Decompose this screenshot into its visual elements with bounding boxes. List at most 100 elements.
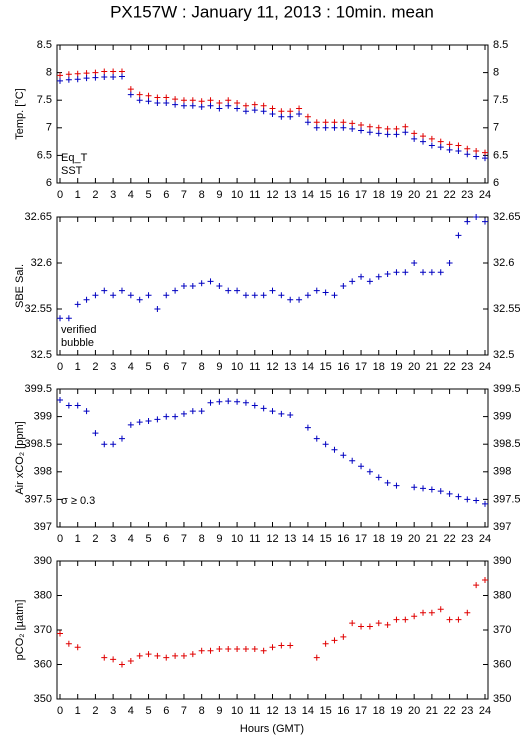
data-point: [287, 296, 294, 303]
data-point: [464, 218, 471, 225]
data-point: [455, 142, 462, 149]
x-tick-label: 15: [320, 361, 332, 373]
chart-title: PX157W : January 11, 2013 : 10min. mean: [110, 2, 434, 21]
x-tick-label: 24: [479, 361, 491, 373]
y-tick-label: 32.65: [493, 211, 521, 223]
data-point: [420, 138, 427, 145]
x-tick-label: 20: [408, 361, 420, 373]
y-tick-label: 350: [34, 693, 52, 705]
x-tick-label: 16: [337, 533, 349, 545]
data-point: [216, 105, 223, 112]
x-tick-label: 14: [302, 533, 314, 545]
data-point: [207, 97, 214, 104]
x-tick-label: 22: [443, 533, 455, 545]
x-tick-label: 14: [302, 189, 314, 201]
data-point: [402, 123, 409, 130]
data-point: [349, 457, 356, 464]
data-point: [189, 283, 196, 289]
x-tick-label: 13: [284, 189, 296, 201]
y-tick-label: 390: [493, 555, 511, 567]
data-point: [393, 482, 400, 489]
data-point: [234, 105, 241, 112]
data-point: [269, 644, 276, 651]
data-point: [420, 269, 427, 276]
data-point: [358, 273, 365, 280]
data-point: [127, 658, 134, 665]
data-point: [118, 73, 125, 80]
data-point: [110, 656, 117, 663]
data-point: [251, 645, 258, 652]
data-point: [482, 155, 488, 162]
x-tick-label: 20: [408, 189, 420, 201]
data-point: [101, 287, 108, 294]
data-point: [473, 497, 480, 504]
data-point: [260, 647, 267, 654]
x-tick-label: 8: [199, 705, 205, 717]
x-tick-label: 2: [92, 361, 98, 373]
data-point: [375, 620, 382, 627]
data-point: [234, 398, 241, 405]
data-point: [163, 292, 170, 299]
y-tick-label: 32.55: [24, 303, 52, 315]
y-tick-label: 32.55: [493, 303, 521, 315]
data-point: [234, 99, 241, 106]
data-point: [260, 108, 267, 115]
y-tick-label: 32.5: [31, 349, 52, 361]
x-tick-label: 15: [320, 189, 332, 201]
data-point: [74, 76, 81, 83]
x-tick-label: 2: [92, 533, 98, 545]
x-tick-label: 21: [426, 705, 438, 717]
data-point: [136, 652, 143, 659]
x-tick-label: 23: [461, 533, 473, 545]
data-point: [428, 135, 435, 142]
x-tick-label: 7: [181, 361, 187, 373]
x-tick-label: 16: [337, 705, 349, 717]
data-point: [464, 609, 471, 616]
x-tick-label: 9: [216, 189, 222, 201]
data-point: [110, 292, 117, 299]
data-point: [172, 96, 179, 103]
data-point: [358, 463, 365, 470]
x-tick-label: 10: [231, 533, 243, 545]
x-tick-label: 12: [266, 533, 278, 545]
x-tick-label: 12: [266, 705, 278, 717]
x-tick-label: 12: [266, 189, 278, 201]
x-tick-label: 1: [75, 533, 81, 545]
data-point: [464, 151, 471, 158]
x-tick-label: 17: [355, 361, 367, 373]
data-point: [136, 296, 143, 303]
legend-label: σ ≥ 0.3: [61, 495, 95, 507]
y-axis-label: pCO₂ [µatm]: [14, 600, 26, 661]
data-point: [154, 416, 161, 423]
data-point: [428, 486, 435, 493]
data-point: [216, 99, 223, 106]
x-tick-label: 0: [57, 189, 63, 201]
data-point: [349, 620, 356, 627]
data-point: [163, 654, 170, 661]
data-point: [411, 484, 418, 491]
data-point: [154, 306, 161, 312]
data-point: [446, 616, 453, 623]
y-tick-label: 7: [493, 122, 499, 134]
data-point: [411, 260, 418, 266]
data-point: [163, 94, 170, 101]
y-tick-label: 380: [34, 589, 52, 601]
data-point: [340, 452, 347, 459]
data-point: [83, 75, 90, 82]
data-point: [136, 97, 143, 104]
data-point: [287, 113, 294, 120]
data-point: [163, 99, 170, 106]
data-point: [92, 292, 99, 299]
data-point: [198, 408, 205, 415]
x-tick-label: 10: [231, 361, 243, 373]
y-tick-label: 8.5: [37, 39, 52, 51]
x-tick-label: 19: [390, 189, 402, 201]
data-point: [172, 287, 179, 294]
data-point: [57, 72, 63, 79]
data-point: [83, 408, 90, 415]
data-point: [304, 292, 311, 299]
x-tick-label: 19: [390, 533, 402, 545]
data-point: [74, 402, 81, 409]
data-point: [366, 623, 373, 630]
data-point: [127, 292, 134, 299]
